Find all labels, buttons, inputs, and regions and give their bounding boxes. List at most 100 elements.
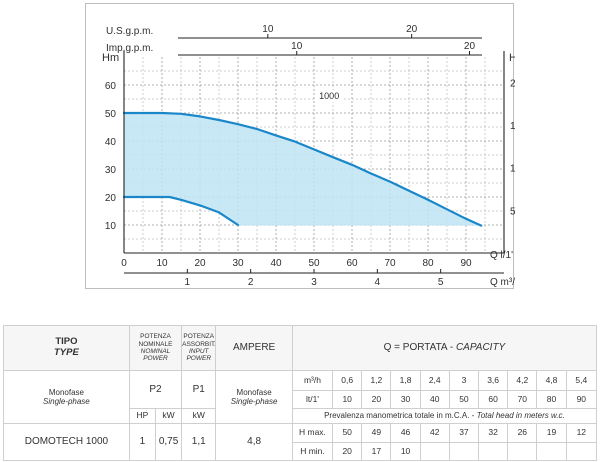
y-tick-label-ft: 150 [510,121,515,132]
h-max-cell: 46 [390,423,421,443]
prevalenza-label: Prevalenza manometrica totale in m.C.A. … [324,411,477,421]
lt-cell: 40 [419,390,450,409]
x-tick-label-m3h: 5 [438,277,444,288]
x-tick-label-lmin: 0 [121,258,127,269]
potenza-nominale-label: POTENZA NOMINALE [138,333,173,348]
m3h-cell: 4,8 [536,370,567,391]
h-min-cell [419,442,450,461]
hp-value: 1 [128,423,156,461]
series-1000-min-curve [122,195,240,227]
series-1000-max-curve [122,111,483,227]
table-row-lt: lt/1' 10 20 30 40 50 60 70 80 90 [4,390,598,409]
input-power-label: INPUT POWER [186,348,212,363]
nominal-power-header: POTENZA NOMINALE NOMINAL POWER [128,325,183,371]
capacity-label: CAPACITY [455,342,506,354]
m3h-cell: 1,2 [361,370,392,391]
h-min-cell [507,442,538,461]
chart-svg: 10 20 30 40 50 60 Hm 50 100 150 200 Hft 0 10 20 30 40 50 6… [102,24,515,288]
lt-cell: 10 [332,390,363,409]
x-tick-label-lmin: 20 [194,258,206,269]
x-tick-label-lmin: 80 [422,258,434,269]
h-max-cell: 32 [478,423,509,443]
model-name: DOMOTECH 1000 [3,423,130,461]
nominal-power-label: NOMINAL POWER [140,348,171,363]
curve-label-bg [315,90,344,102]
h-min-cell [536,442,567,461]
hp-label: HP [128,408,156,424]
x-tick-label-m3h: 1 [185,277,191,288]
y-tick-label-m: 10 [105,221,117,232]
h-max-cell: 26 [507,423,538,443]
h-max-cell: 37 [448,423,480,443]
kw-label: kW [181,408,217,424]
h-min-cell: 20 [332,442,363,461]
lt-cell: 50 [448,390,480,409]
table-row-hmin: H min. 20 17 10 [4,442,598,461]
y-tick-label-m: 60 [105,81,117,92]
x-tick-label-lmin: 10 [156,258,168,269]
operating-area [124,113,482,226]
y-tick-label-ft: 50 [510,206,515,217]
ampere-header: AMPERE [215,325,293,371]
input-power-header: POTENZA ASSORBITA INPUT POWER [181,325,217,371]
spec-table: TIPO TYPE POTENZA NOMINALE NOMINAL POWER… [3,325,598,461]
m3h-cell: 3 [448,370,480,391]
usgpm-tick-label: 20 [406,24,418,35]
type-label: TYPE [54,347,79,358]
y-tick-label-m: 40 [105,137,117,148]
lt-cell: 80 [536,390,567,409]
lt-cell: 60 [478,390,509,409]
unit-m3h: m³/h [291,370,334,391]
ampere-single-phase-label: Single-phase [230,397,278,406]
x-tick-label-lmin: 60 [346,258,358,269]
impgpm-tick-label: 20 [464,41,476,52]
h-min-cell: 17 [361,442,392,461]
ampere-value: 4,8 [215,423,293,461]
m3h-cell: 0,6 [332,370,363,391]
h-min-cell [565,442,598,461]
pump-performance-chart: 10 20 30 40 50 60 Hm 50 100 150 200 Hft 0 10 20 30 40 50 6… [85,3,515,289]
p1-value: 1,1 [181,423,217,461]
x-tick-label-lmin: 40 [270,258,282,269]
x-axis-label-m3h: Q m³/h [490,277,515,288]
lt-cell: 70 [507,390,538,409]
table-header-row: TIPO TYPE POTENZA NOMINALE NOMINAL POWER… [3,325,598,371]
h-min-label: H min. [291,442,334,461]
tipo-label: TIPO [55,336,78,348]
x-tick-label-lmin: 70 [384,258,396,269]
potenza-assorbita-label: POTENZA ASSORBITA [182,333,216,348]
lt-cell: 20 [361,390,392,409]
y-tick-label-m: 50 [105,109,117,120]
x-axis-label-lmin: Q l/1' [490,250,513,261]
ampere-phase-cell: Monofase Single-phase [215,370,293,424]
h-max-cell: 19 [536,423,567,443]
single-phase-label: Single-phase [43,397,90,406]
y-tick-label-m: 20 [105,193,117,204]
total-head-label: Total head in meters w.c. [476,411,565,421]
x-tick-label-m3h: 2 [248,277,254,288]
table-row-m3h: Monofase Single-phase P2 P1 Monofase Sin… [3,370,598,424]
y-tick-label-ft: 100 [510,164,515,175]
lt-cell: 90 [565,390,598,409]
m3h-cell: 1,8 [390,370,421,391]
p1-label: P1 [181,370,217,409]
x-tick-label-lmin: 90 [460,258,472,269]
h-min-cell [448,442,480,461]
table-row-hmax: DOMOTECH 1000 1 0,75 1,1 4,8 H max. 50 4… [3,423,598,461]
p2-label: P2 [128,370,183,409]
m3h-cell: 3,6 [478,370,509,391]
q-portata-label: Q = PORTATA - [383,342,456,354]
impgpm-tick-label: 10 [291,41,303,52]
h-max-cell: 12 [565,423,598,443]
lt-cell: 30 [390,390,421,409]
y-axis-label-right: Hft [509,52,515,64]
x-tick-label-lmin: 30 [232,258,244,269]
m3h-cell: 2,4 [419,370,450,391]
h-min-cell [478,442,509,461]
usgpm-axis-label: U.S.g.p.m. [106,26,153,37]
x-tick-label-m3h: 3 [311,277,317,288]
total-head-caption: Prevalenza manometrica totale in m.C.A. … [291,408,598,424]
impgpm-axis-label: Imp.g.p.m. [106,43,153,54]
h-max-cell: 49 [361,423,392,443]
monofase-cell: Monofase Single-phase [3,370,130,424]
